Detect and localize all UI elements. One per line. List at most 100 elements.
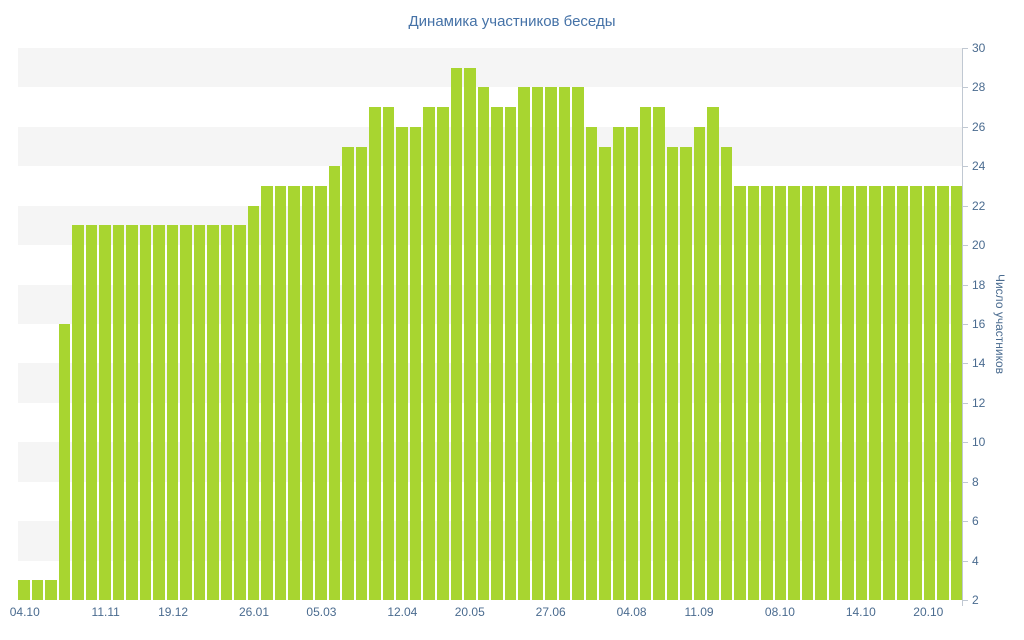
bar[interactable]: [450, 67, 463, 600]
x-axis-label: 20.10: [913, 605, 944, 619]
y-axis-tick: [962, 284, 968, 286]
bar[interactable]: [639, 107, 652, 600]
bar[interactable]: [707, 107, 719, 600]
bar[interactable]: [626, 126, 638, 600]
bar[interactable]: [518, 87, 530, 600]
bar[interactable]: [855, 186, 868, 600]
bar[interactable]: [58, 324, 71, 600]
bar[interactable]: [234, 225, 246, 600]
bar[interactable]: [545, 87, 557, 600]
y-axis-tick-label: 4: [972, 553, 979, 568]
bar[interactable]: [328, 166, 341, 600]
bar[interactable]: [734, 186, 746, 600]
bar[interactable]: [612, 126, 625, 600]
y-axis-tick-label: 10: [972, 435, 986, 450]
bar[interactable]: [369, 107, 381, 600]
bar[interactable]: [693, 126, 706, 600]
bar[interactable]: [423, 107, 435, 600]
y-axis-line: [962, 48, 963, 606]
bar[interactable]: [491, 107, 503, 600]
bar[interactable]: [382, 107, 395, 600]
bar[interactable]: [747, 186, 760, 600]
bar[interactable]: [896, 186, 909, 600]
chart-title: Динамика участников беседы: [408, 13, 616, 30]
y-axis-tick: [962, 363, 968, 365]
y-axis-title-text: Число участников: [993, 273, 1007, 375]
bar[interactable]: [220, 225, 233, 600]
bar[interactable]: [193, 225, 206, 600]
bar[interactable]: [950, 186, 963, 600]
bar[interactable]: [883, 186, 895, 600]
bar[interactable]: [315, 186, 327, 600]
y-axis-tick: [962, 205, 968, 207]
bar[interactable]: [207, 225, 219, 600]
bar[interactable]: [31, 580, 44, 600]
bar[interactable]: [801, 186, 814, 600]
bar[interactable]: [477, 87, 490, 600]
bar[interactable]: [761, 186, 773, 600]
bar[interactable]: [815, 186, 827, 600]
bar[interactable]: [153, 225, 165, 600]
x-axis-label: 19.12: [158, 605, 189, 619]
y-axis-tick-label: 8: [972, 474, 979, 489]
bar[interactable]: [18, 580, 30, 600]
bar[interactable]: [99, 225, 111, 600]
bar[interactable]: [274, 186, 287, 600]
x-axis-label: 11.09: [684, 605, 714, 619]
bar[interactable]: [464, 67, 476, 600]
x-axis-label: 08.10: [764, 605, 795, 619]
bar[interactable]: [396, 126, 408, 600]
y-axis-tick: [962, 48, 968, 49]
bar[interactable]: [355, 146, 368, 600]
bar[interactable]: [436, 107, 449, 600]
y-axis-tick-label: 6: [972, 514, 979, 529]
bar[interactable]: [585, 126, 598, 600]
bar[interactable]: [139, 225, 152, 600]
y-axis-tick-label: 22: [972, 198, 986, 213]
bar[interactable]: [869, 186, 881, 600]
bar[interactable]: [112, 225, 125, 600]
bar[interactable]: [504, 107, 517, 600]
y-axis-tick: [962, 245, 968, 247]
bar[interactable]: [910, 186, 922, 600]
y-axis-tick-label: 24: [972, 159, 986, 174]
x-axis-label: 11.11: [91, 605, 120, 619]
bar[interactable]: [599, 146, 611, 600]
bar[interactable]: [45, 580, 57, 600]
y-axis-tick-label: 14: [972, 356, 986, 371]
bar[interactable]: [774, 186, 787, 600]
bar[interactable]: [558, 87, 571, 600]
bar[interactable]: [842, 186, 854, 600]
y-axis-tick-label: 28: [972, 80, 986, 95]
bar[interactable]: [572, 87, 584, 600]
y-axis-tick: [962, 600, 968, 601]
y-axis-tick: [962, 481, 968, 483]
bar[interactable]: [247, 205, 260, 600]
bar[interactable]: [653, 107, 665, 600]
bar[interactable]: [301, 186, 314, 600]
bar[interactable]: [720, 146, 733, 600]
y-axis-title: Число участников: [993, 274, 1007, 374]
y-axis-tick-label: 2: [972, 593, 979, 607]
bar[interactable]: [666, 146, 679, 600]
bar[interactable]: [409, 126, 422, 600]
bar[interactable]: [923, 186, 936, 600]
bar[interactable]: [180, 225, 192, 600]
bar[interactable]: [828, 186, 841, 600]
bar[interactable]: [85, 225, 98, 600]
y-axis-tick-label: 16: [972, 317, 986, 331]
bar[interactable]: [126, 225, 138, 600]
bar[interactable]: [166, 225, 179, 600]
y-axis-tick-label: 26: [972, 119, 986, 134]
bar[interactable]: [288, 186, 300, 600]
bar[interactable]: [680, 146, 692, 600]
bar[interactable]: [261, 186, 273, 600]
bar[interactable]: [788, 186, 800, 600]
x-axis-label: 27.06: [535, 605, 566, 619]
bar[interactable]: [342, 146, 354, 600]
y-axis-tick: [962, 126, 968, 128]
bar[interactable]: [72, 225, 84, 600]
bar[interactable]: [937, 186, 949, 600]
bar[interactable]: [531, 87, 544, 600]
